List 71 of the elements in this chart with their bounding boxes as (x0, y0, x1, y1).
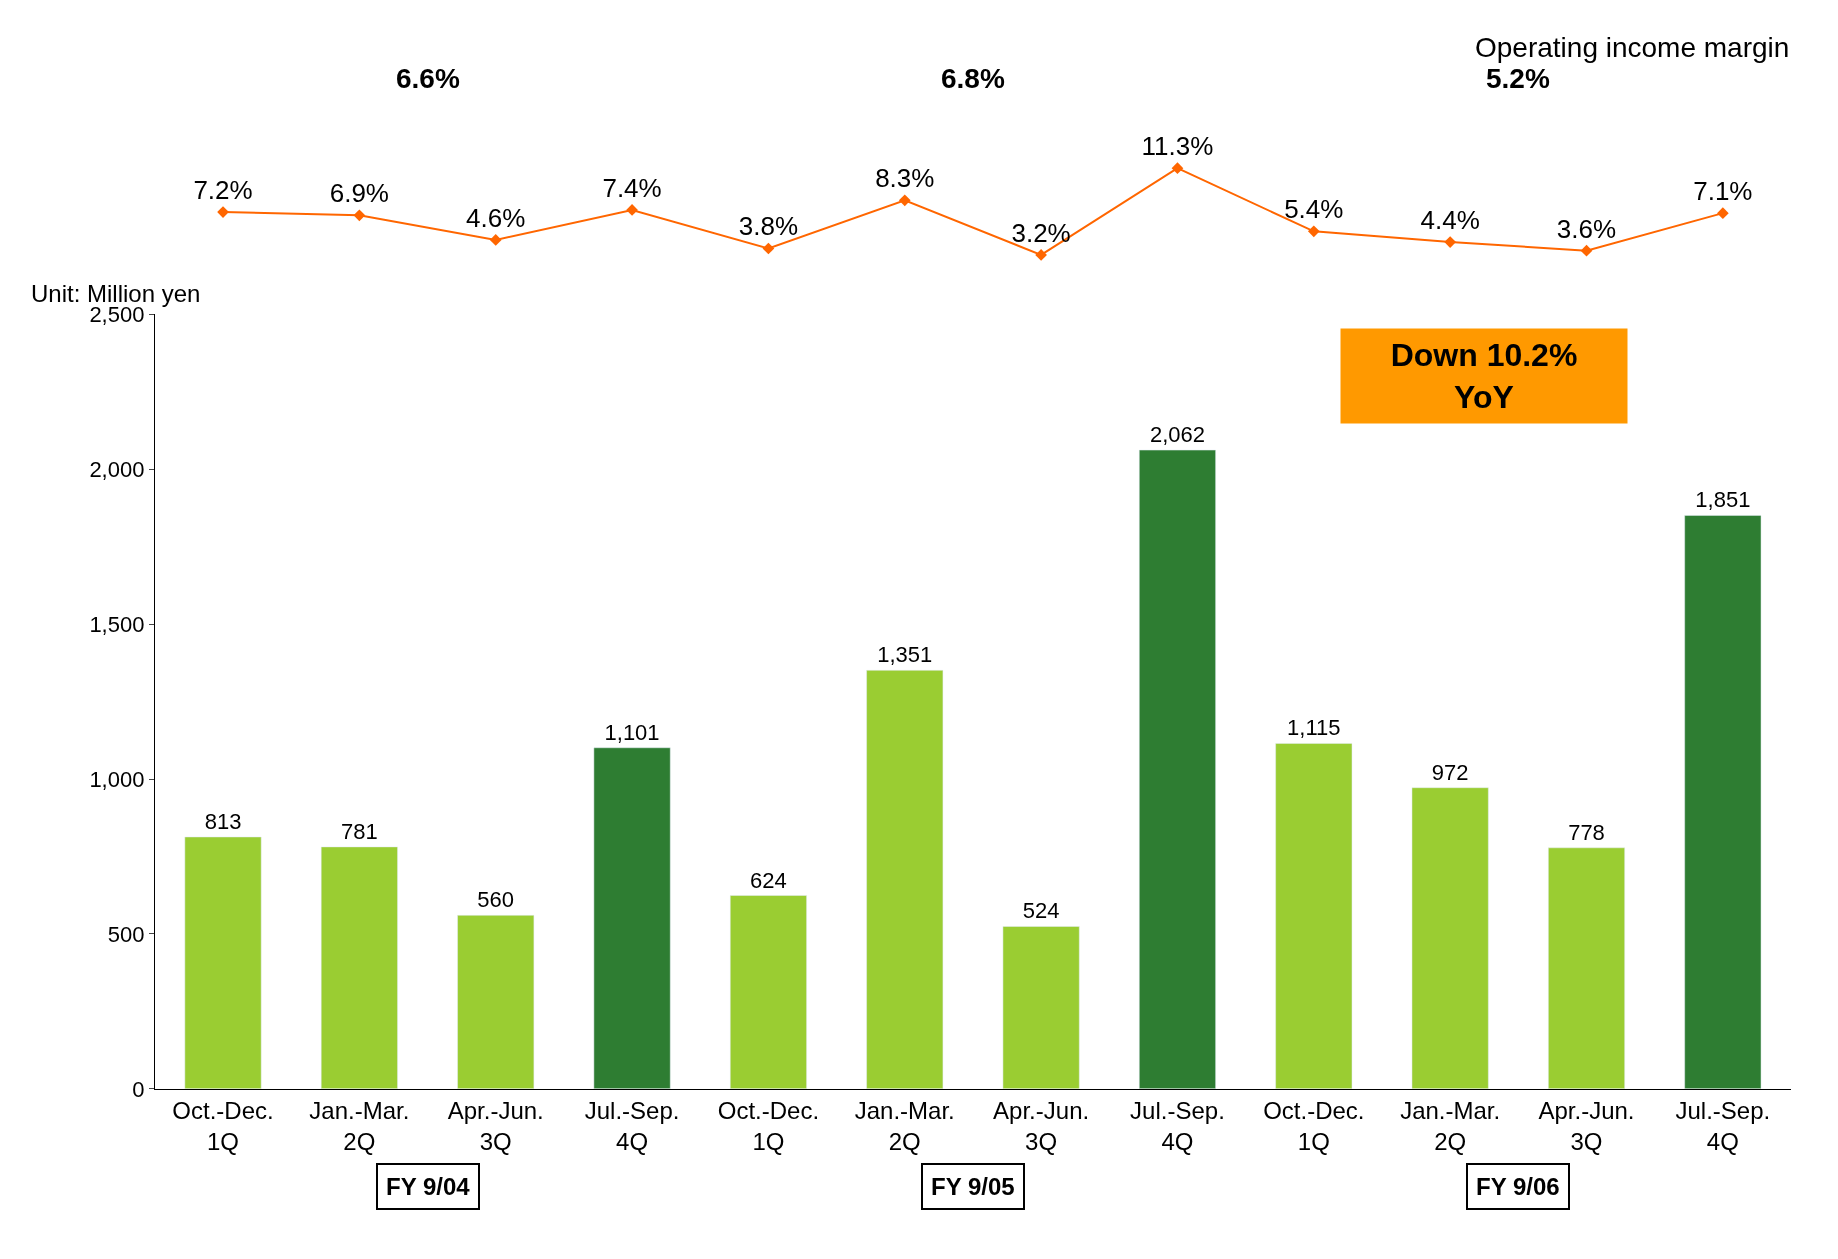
bar (729, 895, 807, 1089)
point (762, 242, 775, 255)
x-tick-label: Jul.-Sep. 4Q (1675, 1096, 1771, 1155)
data-label: 560 (477, 887, 515, 913)
data-label: 7.4% (602, 172, 662, 203)
data-label: 11.3% (1141, 131, 1214, 162)
point (898, 194, 911, 207)
text: FY 9/05 (931, 1173, 1015, 1200)
x-tick-label: Oct.-Dec. 1Q (172, 1096, 274, 1155)
point (489, 234, 502, 246)
point (1580, 244, 1593, 257)
annotation: Down 10.2% YoY (1390, 337, 1578, 415)
bar (1002, 926, 1080, 1089)
text: 5.2% (1486, 63, 1550, 94)
data-label: 972 (1431, 759, 1469, 785)
point (1171, 162, 1184, 175)
y-tick-label: 0 (132, 1076, 145, 1102)
x-tick-label: Apr.-Jun. 3Q (1538, 1096, 1635, 1155)
point (353, 209, 366, 222)
data-label: 778 (1568, 819, 1605, 845)
y-tick-label: 2,000 (89, 456, 145, 482)
x-tick-label: Apr.-Jun. 3Q (993, 1096, 1090, 1155)
x-tick-label: Jul.-Sep. 4Q (584, 1096, 680, 1155)
data-label: 7.1% (1693, 176, 1753, 207)
data-label: 4.6% (466, 202, 526, 233)
data-label: 3.8% (738, 211, 799, 242)
data-label: 3.6% (1556, 213, 1617, 244)
y-tick-label: 1,500 (89, 611, 145, 637)
bar (184, 836, 262, 1089)
data-label: 813 (204, 808, 242, 834)
text: 6.8% (941, 63, 1005, 94)
data-label: 2,062 (1149, 422, 1205, 448)
data-label: 4.4% (1420, 204, 1480, 235)
x-tick-label: Apr.-Jun. 3Q (447, 1096, 544, 1155)
chart-title: Operating income margin (1475, 32, 1790, 63)
data-label: 624 (750, 867, 787, 893)
data-label: 7.2% (193, 174, 253, 205)
bar (593, 747, 671, 1089)
text: FY 9/06 (1476, 1173, 1560, 1200)
x-tick-label: Jan.-Mar. 2Q (854, 1096, 955, 1155)
bar (1684, 515, 1762, 1089)
data-label: 3.2% (1011, 217, 1071, 248)
data-label: 8.3% (875, 163, 935, 194)
text: FY 9/04 (386, 1173, 471, 1200)
data-label: 524 (1022, 898, 1060, 924)
data-label: 1,351 (877, 642, 933, 668)
bar (1275, 743, 1353, 1089)
data-label: 6.9% (329, 178, 389, 209)
x-tick-label: Jan.-Mar. 2Q (309, 1096, 410, 1155)
data-label: 1,851 (1695, 487, 1751, 513)
data-label: 1,115 (1287, 715, 1341, 741)
data-label: 1,101 (604, 719, 660, 745)
bar (320, 846, 398, 1089)
x-tick-label: Oct.-Dec. 1Q (1263, 1096, 1365, 1155)
y-tick-label: 500 (107, 921, 145, 947)
point (1444, 236, 1457, 248)
data-label: 781 (341, 818, 378, 844)
point (1035, 249, 1047, 261)
point (1717, 207, 1729, 220)
bar (1411, 787, 1489, 1089)
x-tick-label: Jul.-Sep. 4Q (1130, 1096, 1225, 1155)
bar (1139, 449, 1216, 1089)
y-tick-label: 1,000 (89, 766, 145, 792)
x-tick-label: Oct.-Dec. 1Q (717, 1096, 820, 1155)
text: 6.6% (396, 63, 460, 94)
bar (866, 670, 944, 1089)
point (1307, 225, 1320, 238)
bar (1548, 847, 1625, 1089)
x-tick-label: Jan.-Mar. 2Q (1400, 1096, 1501, 1155)
bar (457, 915, 535, 1089)
data-label: 5.4% (1284, 194, 1344, 225)
